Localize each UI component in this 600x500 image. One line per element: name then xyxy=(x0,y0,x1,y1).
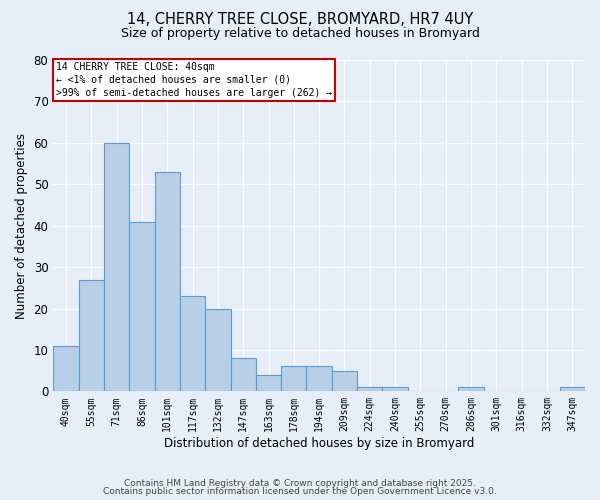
Bar xyxy=(560,387,585,392)
X-axis label: Distribution of detached houses by size in Bromyard: Distribution of detached houses by size … xyxy=(164,437,475,450)
Text: Contains public sector information licensed under the Open Government Licence v3: Contains public sector information licen… xyxy=(103,487,497,496)
Bar xyxy=(155,172,180,392)
Bar xyxy=(281,366,307,392)
Bar xyxy=(230,358,256,392)
Bar xyxy=(382,387,408,392)
Text: Contains HM Land Registry data © Crown copyright and database right 2025.: Contains HM Land Registry data © Crown c… xyxy=(124,478,476,488)
Bar xyxy=(256,375,281,392)
Bar xyxy=(53,346,79,392)
Bar xyxy=(129,222,155,392)
Y-axis label: Number of detached properties: Number of detached properties xyxy=(15,132,28,318)
Bar xyxy=(332,370,357,392)
Bar xyxy=(79,280,104,392)
Text: Size of property relative to detached houses in Bromyard: Size of property relative to detached ho… xyxy=(121,28,479,40)
Bar xyxy=(205,308,230,392)
Text: 14, CHERRY TREE CLOSE, BROMYARD, HR7 4UY: 14, CHERRY TREE CLOSE, BROMYARD, HR7 4UY xyxy=(127,12,473,28)
Text: 14 CHERRY TREE CLOSE: 40sqm
← <1% of detached houses are smaller (0)
>99% of sem: 14 CHERRY TREE CLOSE: 40sqm ← <1% of det… xyxy=(56,62,332,98)
Bar xyxy=(307,366,332,392)
Bar xyxy=(357,387,382,392)
Bar xyxy=(180,296,205,392)
Bar xyxy=(104,143,129,392)
Bar xyxy=(458,387,484,392)
